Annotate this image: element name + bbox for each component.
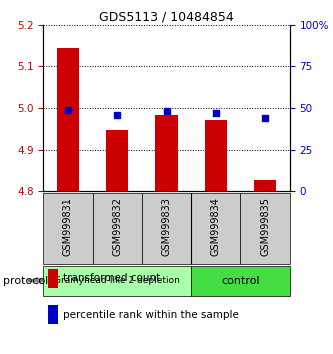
- Point: [262, 115, 268, 121]
- Bar: [43, 193, 93, 264]
- Bar: [240, 193, 290, 264]
- Bar: [191, 266, 290, 296]
- Bar: [57, 48, 79, 191]
- Bar: [106, 130, 128, 191]
- Text: GSM999835: GSM999835: [260, 198, 270, 256]
- Bar: [254, 179, 276, 191]
- Point: [213, 110, 218, 116]
- Point: [164, 108, 169, 114]
- Title: GDS5113 / 10484854: GDS5113 / 10484854: [99, 11, 234, 24]
- Text: control: control: [221, 275, 260, 286]
- Bar: [142, 193, 191, 264]
- Bar: [191, 193, 240, 264]
- Bar: [43, 266, 191, 296]
- Text: GSM999834: GSM999834: [211, 198, 221, 256]
- Text: Grainyhead-like 2 depletion: Grainyhead-like 2 depletion: [54, 276, 180, 285]
- Bar: [156, 115, 177, 191]
- Text: GSM999832: GSM999832: [112, 198, 122, 256]
- Bar: [48, 306, 58, 324]
- Text: transformed count: transformed count: [63, 273, 160, 283]
- Point: [115, 112, 120, 118]
- Bar: [48, 269, 58, 287]
- Text: GSM999833: GSM999833: [162, 198, 171, 256]
- Bar: [205, 120, 227, 191]
- Point: [65, 107, 71, 113]
- Text: GSM999831: GSM999831: [63, 198, 73, 256]
- Text: protocol: protocol: [3, 275, 49, 286]
- Bar: [93, 193, 142, 264]
- Text: percentile rank within the sample: percentile rank within the sample: [63, 310, 239, 320]
